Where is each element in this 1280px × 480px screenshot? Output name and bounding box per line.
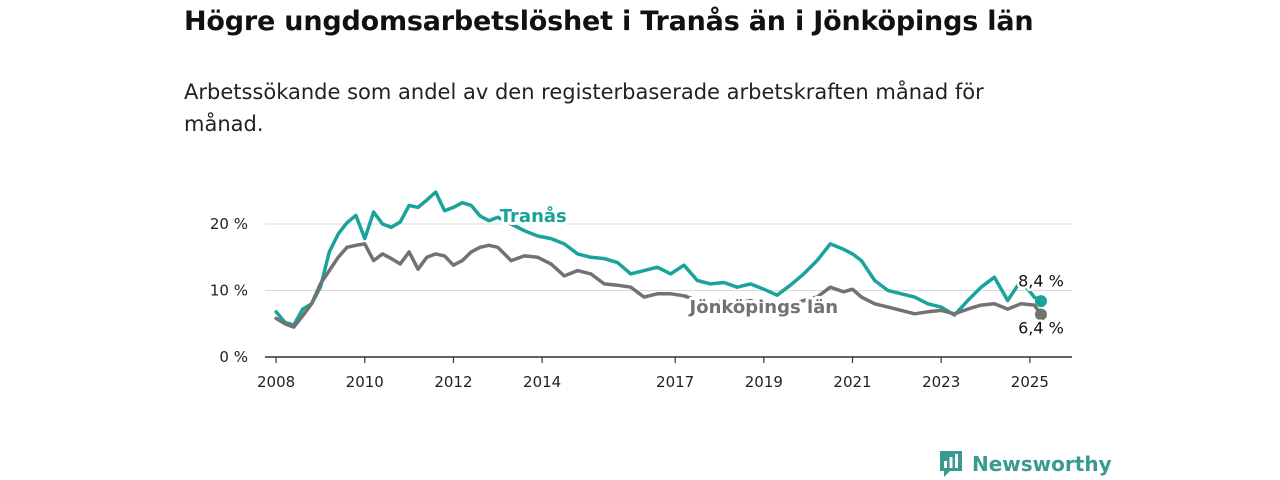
series-line-jonkoping [274, 242, 1043, 329]
series-label-jonkoping-halo: Jönköpings län [688, 297, 839, 318]
x-tick-label: 2017 [656, 373, 694, 391]
x-axis: 2008 2010 2012 2014 2017 2019 2021 2023 2025 [257, 356, 1072, 391]
series-label-tranas: Tranås [500, 205, 567, 227]
x-tick-label: 2025 [1011, 373, 1049, 391]
brand-name: Newsworthy [972, 452, 1112, 476]
x-tick-label: 2014 [523, 373, 561, 391]
x-tick-label: 2023 [922, 373, 960, 391]
x-tick-label: 2012 [434, 373, 472, 391]
chart-subtitle: Arbetssökande som andel av den registerb… [184, 80, 984, 136]
end-label-tranas: 8,4 % [1018, 272, 1064, 291]
y-tick-label: 20 % [210, 215, 248, 233]
end-point-tranas [1034, 295, 1047, 308]
y-tick-label: 10 % [210, 282, 248, 300]
chart-title: Högre ungdomsarbetslöshet i Tranås än i … [184, 6, 1034, 37]
end-point-jonkoping [1034, 308, 1047, 321]
series-lines [274, 190, 1047, 329]
x-tick-label: 2021 [833, 373, 871, 391]
series-label-jonkoping: Jönköpings län [688, 297, 839, 318]
y-tick-label: 0 % [219, 348, 248, 366]
series-line-tranas [274, 190, 1043, 327]
bar-chart-logo-icon [940, 451, 962, 477]
brand-logo: Newsworthy [938, 448, 1112, 480]
y-axis: 0 % 10 % 20 % [210, 215, 248, 366]
end-label-jonkoping: 6,4 % [1018, 319, 1064, 338]
x-tick-label: 2019 [745, 373, 783, 391]
series-label-tranas-halo: Tranås [500, 205, 567, 227]
x-tick-label: 2010 [346, 373, 384, 391]
x-tick-label: 2008 [257, 373, 295, 391]
